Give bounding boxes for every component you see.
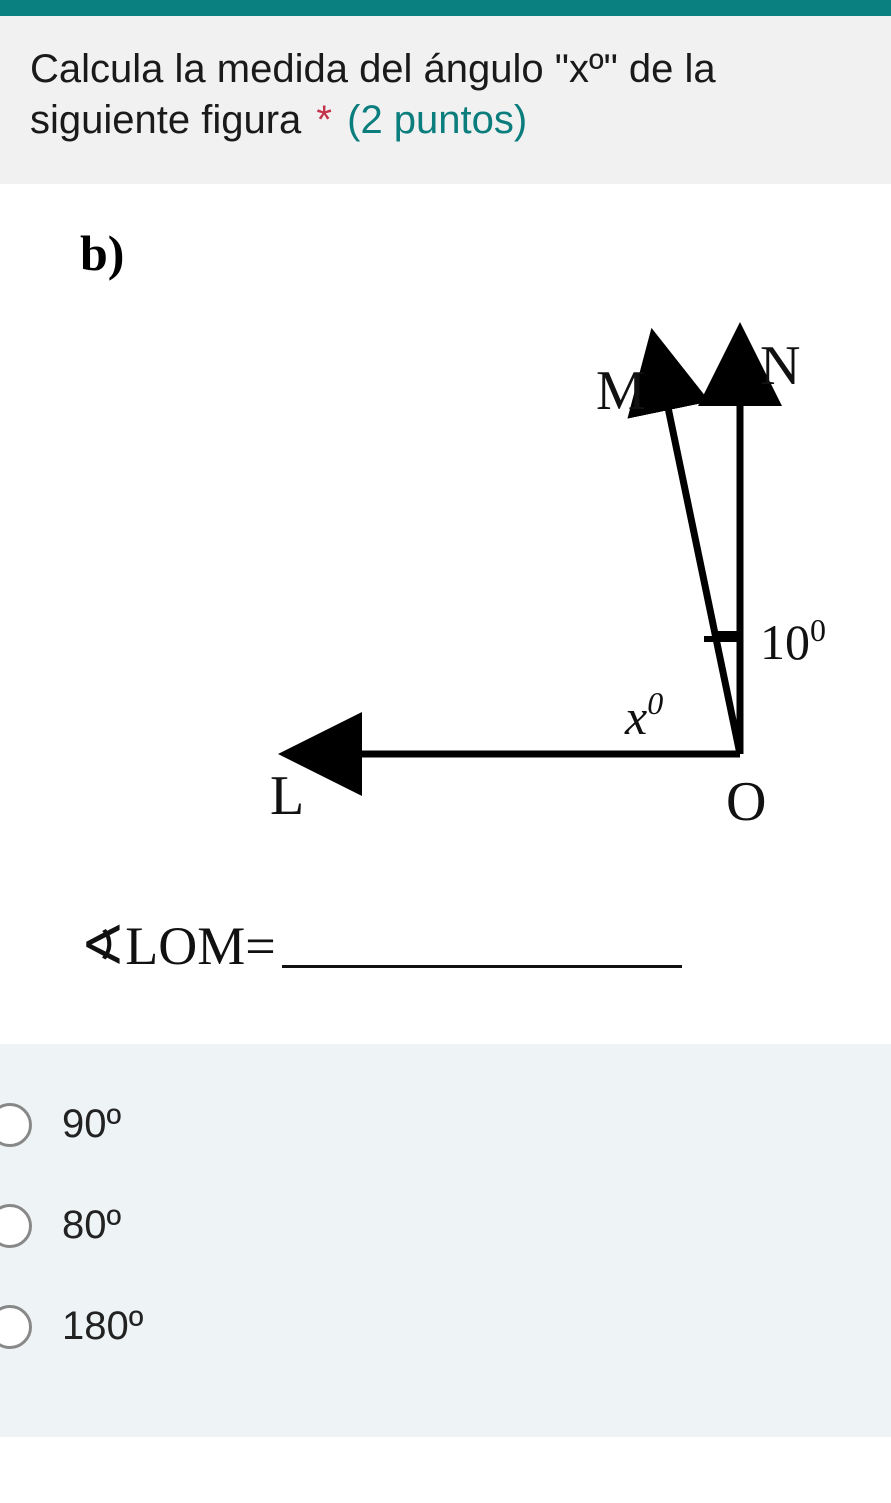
option-label: 80º [62,1203,121,1248]
label-O: O [726,771,766,833]
question-text: Calcula la medida del ángulo "xº" de la … [30,44,861,146]
points-text: (2 puntos) [347,98,527,142]
answer-prompt: ∢LOM= [80,914,682,977]
question-line-1: Calcula la medida del ángulo "xº" de la [30,47,716,91]
option-label: 90º [62,1102,121,1147]
label-N: N [760,335,800,397]
answer-blank-line [282,965,682,968]
figure-area: b) M N L O x0 100 ∢LOM= [0,184,891,1044]
radio-icon[interactable] [0,1204,32,1248]
option-row-0[interactable]: 90º [0,1074,891,1175]
option-label: 180º [62,1304,143,1349]
angle-diagram: M N L O x0 100 [0,184,891,884]
angle-10-label: 100 [760,612,826,670]
options-area: 90º 80º 180º [0,1044,891,1437]
question-header: Calcula la medida del ángulo "xº" de la … [0,16,891,184]
option-row-2[interactable]: 180º [0,1276,891,1377]
radio-icon[interactable] [0,1305,32,1349]
label-L: L [270,765,304,827]
radio-icon[interactable] [0,1103,32,1147]
angle-x-label: x0 [624,685,663,745]
option-row-1[interactable]: 80º [0,1175,891,1276]
question-line-2: siguiente figura [30,98,301,142]
ray-OM [660,369,740,754]
label-M: M [596,360,646,422]
answer-prompt-text: ∢LOM= [80,914,276,977]
top-accent-bar [0,0,891,16]
required-marker: * [312,98,336,142]
